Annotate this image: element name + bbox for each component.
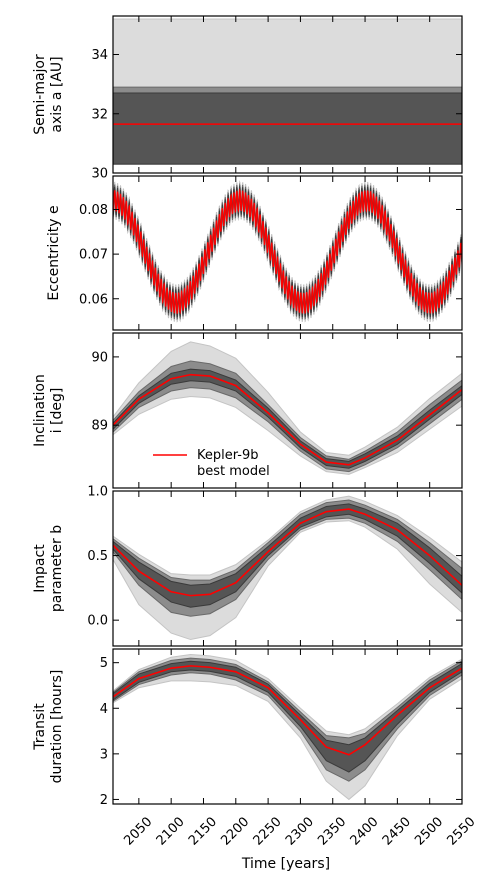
panel-duration: 2 3 4 5 Transit duration [hours] — [32, 648, 463, 808]
duration-ytick-label: 2 — [100, 793, 108, 808]
legend-label-line1: Kepler-9b — [197, 448, 258, 463]
x-tick-label: 2050 — [121, 815, 155, 849]
duration-outer-band — [113, 653, 462, 801]
eccentricity-best-model-line — [113, 188, 462, 315]
eccentricity-ytick-label: 0.08 — [79, 203, 108, 218]
semimajor-inner-band — [113, 92, 462, 165]
x-tick-label: 2250 — [251, 815, 285, 849]
x-tick-label: 2100 — [154, 815, 188, 849]
x-tick-label: 2400 — [348, 815, 382, 849]
eccentricity-ytick-label: 0.07 — [79, 248, 108, 263]
impact-ytick-label: 0.0 — [87, 614, 108, 629]
eccentricity-plot-area — [113, 180, 462, 323]
duration-ylabel: Transit — [32, 703, 48, 751]
semimajor-ytick-label: 34 — [91, 48, 108, 63]
panel-impact: 0.0 0.5 1.0 Impact parameter b — [32, 485, 463, 647]
duration-best-model-line — [113, 665, 462, 756]
inclination-ylabel: Inclination — [32, 374, 48, 447]
legend-label-line2: best model — [197, 464, 270, 479]
semimajor-ytick-label: 30 — [91, 167, 108, 182]
inclination-ytick-label: 90 — [91, 350, 108, 365]
panel-semimajor: 30 32 34 Semi-major axis a [AU] — [32, 15, 463, 182]
semimajor-ylabel: Semi-major — [32, 54, 48, 135]
inclination-inner-band — [113, 368, 462, 469]
semimajor-ylabel: axis a [AU] — [49, 56, 65, 132]
impact-plot-area — [113, 495, 462, 641]
inclination-best-model-line — [113, 373, 462, 466]
duration-ytick-label: 4 — [100, 702, 108, 717]
legend: Kepler-9b best model — [153, 448, 270, 479]
impact-outer-band — [113, 495, 462, 641]
x-tick-label: 2550 — [445, 815, 479, 849]
duration-ylabel: duration [hours] — [49, 670, 65, 784]
duration-inner-band — [113, 660, 462, 773]
impact-ylabel: Impact — [32, 544, 48, 593]
impact-ytick-label: 0.5 — [87, 549, 108, 564]
x-axis: 2050210021502200225023002350240024502500… — [121, 815, 478, 849]
inclination-ylabel: i [deg] — [49, 388, 65, 434]
inclination-ytick-label: 89 — [91, 419, 108, 434]
x-tick-label: 2300 — [283, 815, 317, 849]
panel-inclination: 89 90 Inclination i [deg] — [32, 332, 463, 489]
panel-eccentricity: 0.06 0.07 0.08 Eccentricity e — [46, 175, 463, 331]
x-tick-label: 2450 — [380, 815, 414, 849]
impact-frame — [112, 490, 463, 647]
semimajor-ytick-label: 32 — [91, 107, 108, 122]
eccentricity-ylabel: Eccentricity e — [46, 205, 62, 300]
x-tick-label: 2200 — [218, 815, 252, 849]
duration-frame — [112, 648, 463, 805]
impact-ytick-label: 1.0 — [87, 485, 108, 500]
duration-ytick-label: 5 — [100, 656, 108, 671]
eccentricity-frame — [112, 175, 463, 331]
impact-ylabel: parameter b — [49, 525, 65, 612]
x-tick-label: 2500 — [412, 815, 446, 849]
inclination-mid-band — [113, 360, 462, 473]
impact-inner-band — [113, 503, 462, 608]
semimajor-plot-area — [113, 18, 462, 165]
inclination-plot-area — [113, 341, 462, 475]
eccentricity-ytick-label: 0.06 — [79, 292, 108, 307]
x-tick-label: 2350 — [315, 815, 349, 849]
x-axis-label: Time [years] — [241, 856, 330, 872]
inclination-frame — [112, 332, 463, 489]
duration-plot-area — [113, 653, 462, 801]
duration-ytick-label: 3 — [100, 747, 108, 762]
impact-best-model-line — [113, 508, 462, 597]
semimajor-frame — [112, 15, 463, 174]
x-tick-label: 2150 — [186, 815, 220, 849]
